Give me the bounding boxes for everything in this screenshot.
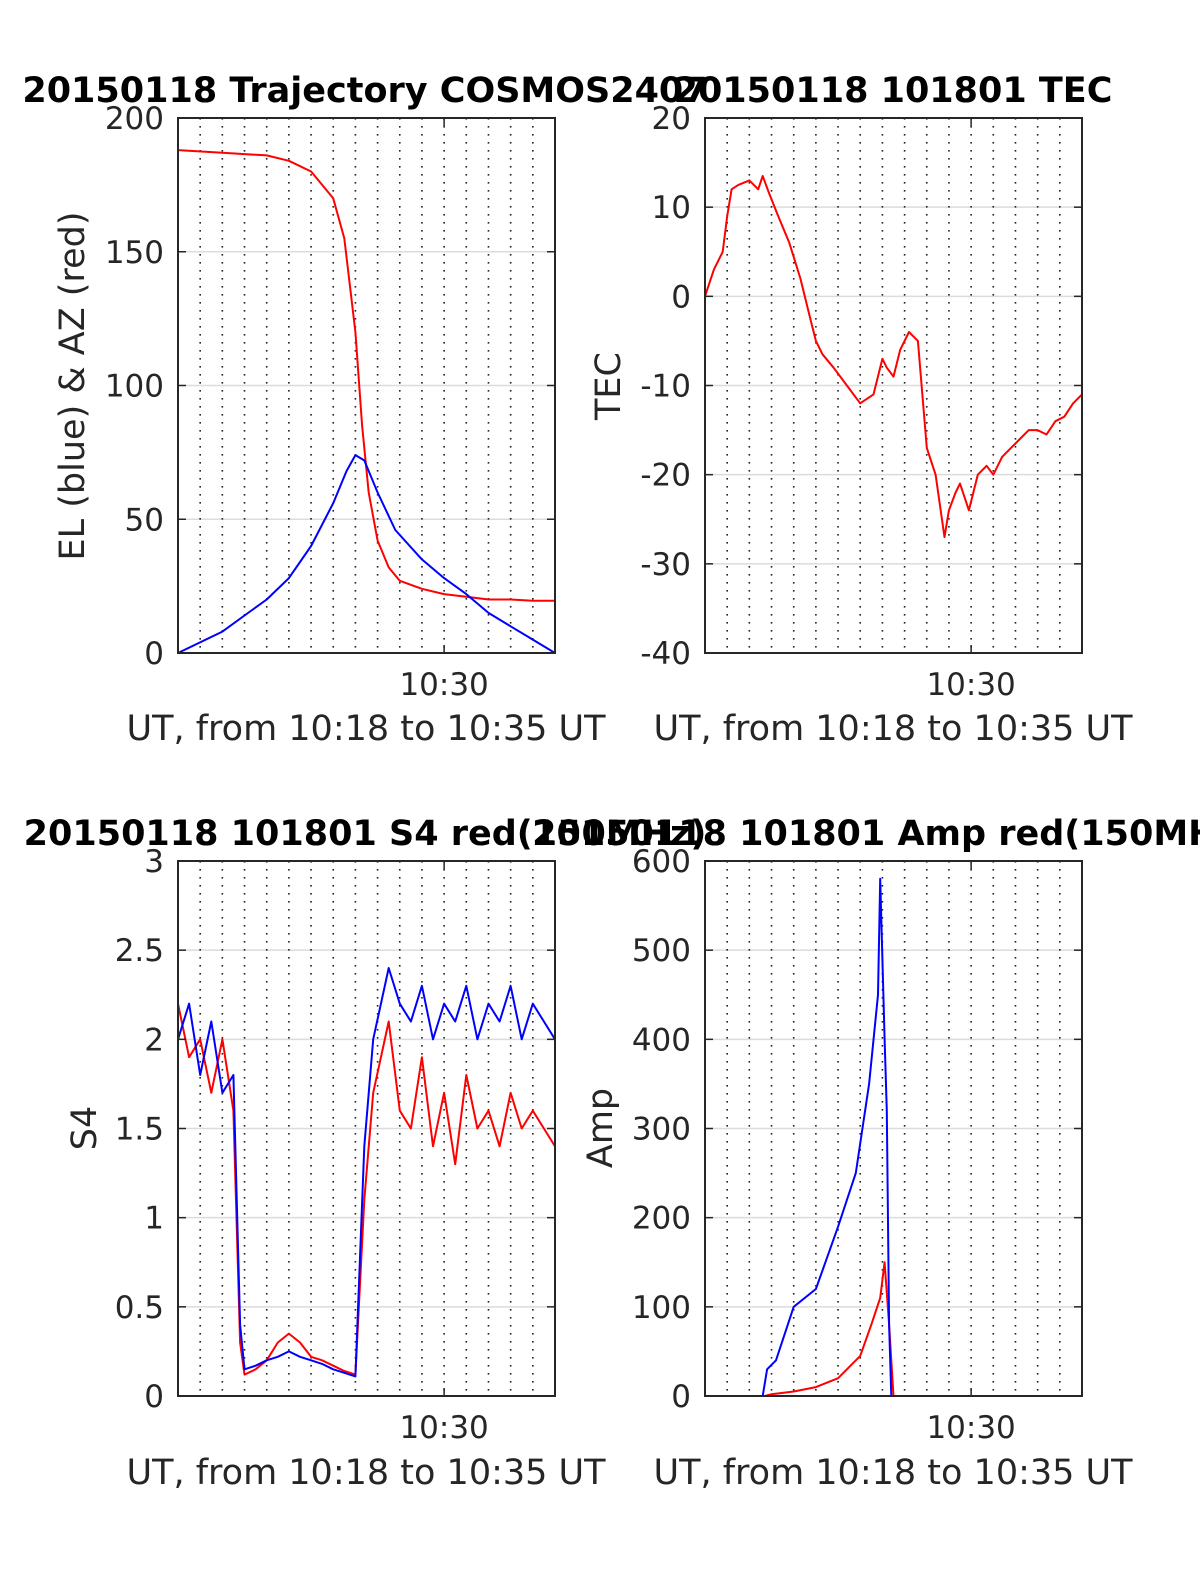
amp-ylabel: Amp: [581, 1088, 621, 1168]
s4-ylabel: S4: [65, 1106, 105, 1151]
trajectory-ytick-label: 100: [105, 369, 164, 405]
trajectory-plot-area: 0 50 100 150 200 10:30: [105, 101, 556, 703]
amp-series-blue-line: [705, 877, 1082, 1397]
tec-plot-area: -40 -30 -20 -10 0 10 20 10:30: [640, 101, 1083, 703]
s4-ytick-label: 2: [144, 1022, 164, 1058]
s4-ytick-label: 3: [144, 844, 164, 880]
tec-ytick-label: -30: [640, 547, 691, 583]
amp-ytick-label: 0: [671, 1379, 691, 1415]
s4-ytick-label: 1.5: [115, 1112, 164, 1148]
trajectory-series-red-line: [177, 149, 555, 602]
tec-ylabel: TEC: [589, 352, 629, 421]
trajectory-xtick-label: 10:30: [399, 667, 488, 703]
trajectory-panel: 20150118 Trajectory COSMOS2407 UT, from …: [22, 71, 707, 749]
s4-ytick-label: 0: [144, 1379, 164, 1415]
tec-ytick-label: 0: [671, 279, 691, 315]
trajectory-ytick-label: 150: [105, 235, 164, 271]
s4-xtick-label: 10:30: [399, 1410, 488, 1446]
tec-ytick-label: -10: [640, 369, 691, 405]
s4-ytick-label: 0.5: [115, 1290, 164, 1326]
tec-ytick-label: 10: [652, 190, 691, 226]
amp-xlabel: UT, from 10:18 to 10:35 UT: [653, 1453, 1133, 1493]
trajectory-series-blue-line: [177, 454, 556, 654]
trajectory-ytick-label: 200: [105, 101, 164, 137]
tec-ytick-label: 20: [652, 101, 691, 137]
s4-series-blue-line: [177, 967, 556, 1378]
s4-plot-area: 0 0.5 1 1.5 2 2.5 3 10:30: [115, 844, 556, 1446]
tec-panel: 20150118 101801 TEC UT, from 10:18 to 10…: [589, 71, 1133, 749]
s4-panel: 20150118 101801 S4 red(150MHz) UT, from …: [24, 814, 707, 1493]
amp-plot-area: 0 100 200 300 400 500 600 10:30: [632, 844, 1083, 1446]
trajectory-title: 20150118 Trajectory COSMOS2407: [22, 71, 707, 111]
trajectory-ytick-label: 0: [144, 636, 164, 672]
s4-ytick-label: 1: [144, 1201, 164, 1237]
s4-ytick-label: 2.5: [115, 933, 164, 969]
amp-xtick-label: 10:30: [926, 1410, 1015, 1446]
amp-panel: 20150118 101801 Amp red(150MHz) UT, from…: [532, 814, 1200, 1493]
trajectory-ylabel: EL (blue) & AZ (red): [53, 212, 93, 561]
amp-ytick-label: 600: [632, 844, 691, 880]
trajectory-xlabel: UT, from 10:18 to 10:35 UT: [126, 709, 606, 749]
amp-ytick-label: 200: [632, 1201, 691, 1237]
tec-series-red-line: [704, 175, 1083, 539]
tec-ytick-label: -40: [640, 636, 691, 672]
amp-title: 20150118 101801 Amp red(150MHz): [532, 814, 1200, 854]
amp-ytick-label: 300: [632, 1112, 691, 1148]
amp-ytick-label: 500: [632, 933, 691, 969]
tec-xtick-label: 10:30: [926, 667, 1015, 703]
tec-xlabel: UT, from 10:18 to 10:35 UT: [653, 709, 1133, 749]
s4-title: 20150118 101801 S4 red(150MHz): [24, 814, 707, 854]
tec-title: 20150118 101801 TEC: [674, 71, 1113, 111]
s4-xlabel: UT, from 10:18 to 10:35 UT: [126, 1453, 606, 1493]
trajectory-ytick-label: 50: [125, 502, 164, 538]
tec-ytick-label: -20: [640, 458, 691, 494]
amp-ytick-label: 100: [632, 1290, 691, 1326]
amp-ytick-label: 400: [632, 1022, 691, 1058]
